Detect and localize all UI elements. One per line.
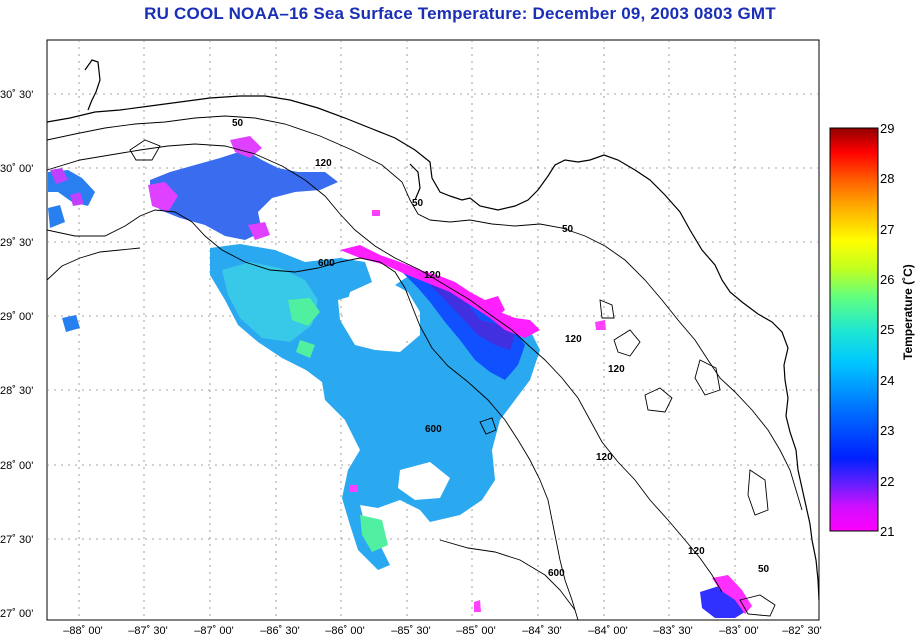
lat-label: 29˚ 00' [0,311,33,323]
lon-label: –83˚ 30' [653,625,692,637]
contour-label: 50 [412,198,424,209]
sst-field [48,136,752,618]
longitude-labels: –88˚ 00' –87˚ 30' –87˚ 00' –86˚ 30' –86˚… [63,625,821,637]
colorbar-tick: 25 [880,322,894,337]
contour-label: 600 [425,424,442,435]
bathymetry-contours [46,115,803,621]
contour-label: 120 [596,452,613,463]
sst-west-magenta [50,168,84,206]
lat-label: 28˚ 00' [0,460,33,472]
temperature-colorbar: 29 28 27 26 25 24 23 22 21 Temperature (… [829,121,915,539]
map-title: RU COOL NOAA–16 Sea Surface Temperature:… [144,4,776,23]
lon-label: –86˚ 00' [325,625,364,637]
lon-label: –86˚ 30' [260,625,299,637]
contour-label: 120 [315,158,332,169]
colorbar-ticks: 29 28 27 26 25 24 23 22 21 [880,121,894,539]
colorbar-tick: 28 [880,171,894,186]
contour-label: 120 [608,364,625,375]
lat-label: 27˚ 00' [0,608,33,620]
colorbar-gradient [829,127,879,532]
lat-label: 30˚ 30' [0,89,33,101]
lon-label: –84˚ 00' [588,625,627,637]
sst-blue-nearshore [400,270,525,380]
coastline [46,59,820,601]
contour-label: 600 [548,568,565,579]
sst-green-patches [288,298,388,552]
lon-label: –87˚ 30' [128,625,167,637]
lat-label: 30˚ 00' [0,163,33,175]
colorbar-tick: 21 [880,524,894,539]
colorbar-tick: 29 [880,121,894,136]
lon-label: –83˚ 00' [719,625,758,637]
sst-nearshore-deep [430,285,515,350]
sst-inner-gap [345,282,450,500]
colorbar-label: Temperature (˚C) [901,264,915,360]
colorbar-tick: 26 [880,272,894,287]
colorbar-tick: 22 [880,474,894,489]
lat-label: 28˚ 30' [0,385,33,397]
sst-north-strip [150,150,338,240]
sst-north-magenta [148,136,270,240]
lon-label: –88˚ 00' [63,625,102,637]
lon-label: –82˚ 30' [782,625,821,637]
lon-label: –85˚ 30' [391,625,430,637]
contour-labels: 50 120 50 600 120 50 120 120 600 120 600… [232,118,770,579]
lat-label: 29˚ 30' [0,237,33,249]
contour-label: 50 [758,564,770,575]
contour-label: 120 [688,546,705,557]
colorbar-tick: 23 [880,423,894,438]
lon-label: –87˚ 00' [194,625,233,637]
sst-far-west [48,170,95,332]
colorbar-tick: 27 [880,222,894,237]
latitude-labels: 30˚ 30' 30˚ 00' 29˚ 30' 29˚ 00' 28˚ 30' … [0,89,33,620]
contour-label: 120 [565,334,582,345]
contour-label: 120 [424,270,441,281]
contour-label: 50 [232,118,244,129]
sst-cool-west [222,262,318,342]
contour-label: 50 [562,224,574,235]
lat-label: 27˚ 30' [0,534,33,546]
colorbar-tick: 24 [880,373,894,388]
lon-label: –85˚ 00' [456,625,495,637]
contour-label: 600 [318,258,335,269]
lon-label: –84˚ 30' [522,625,561,637]
